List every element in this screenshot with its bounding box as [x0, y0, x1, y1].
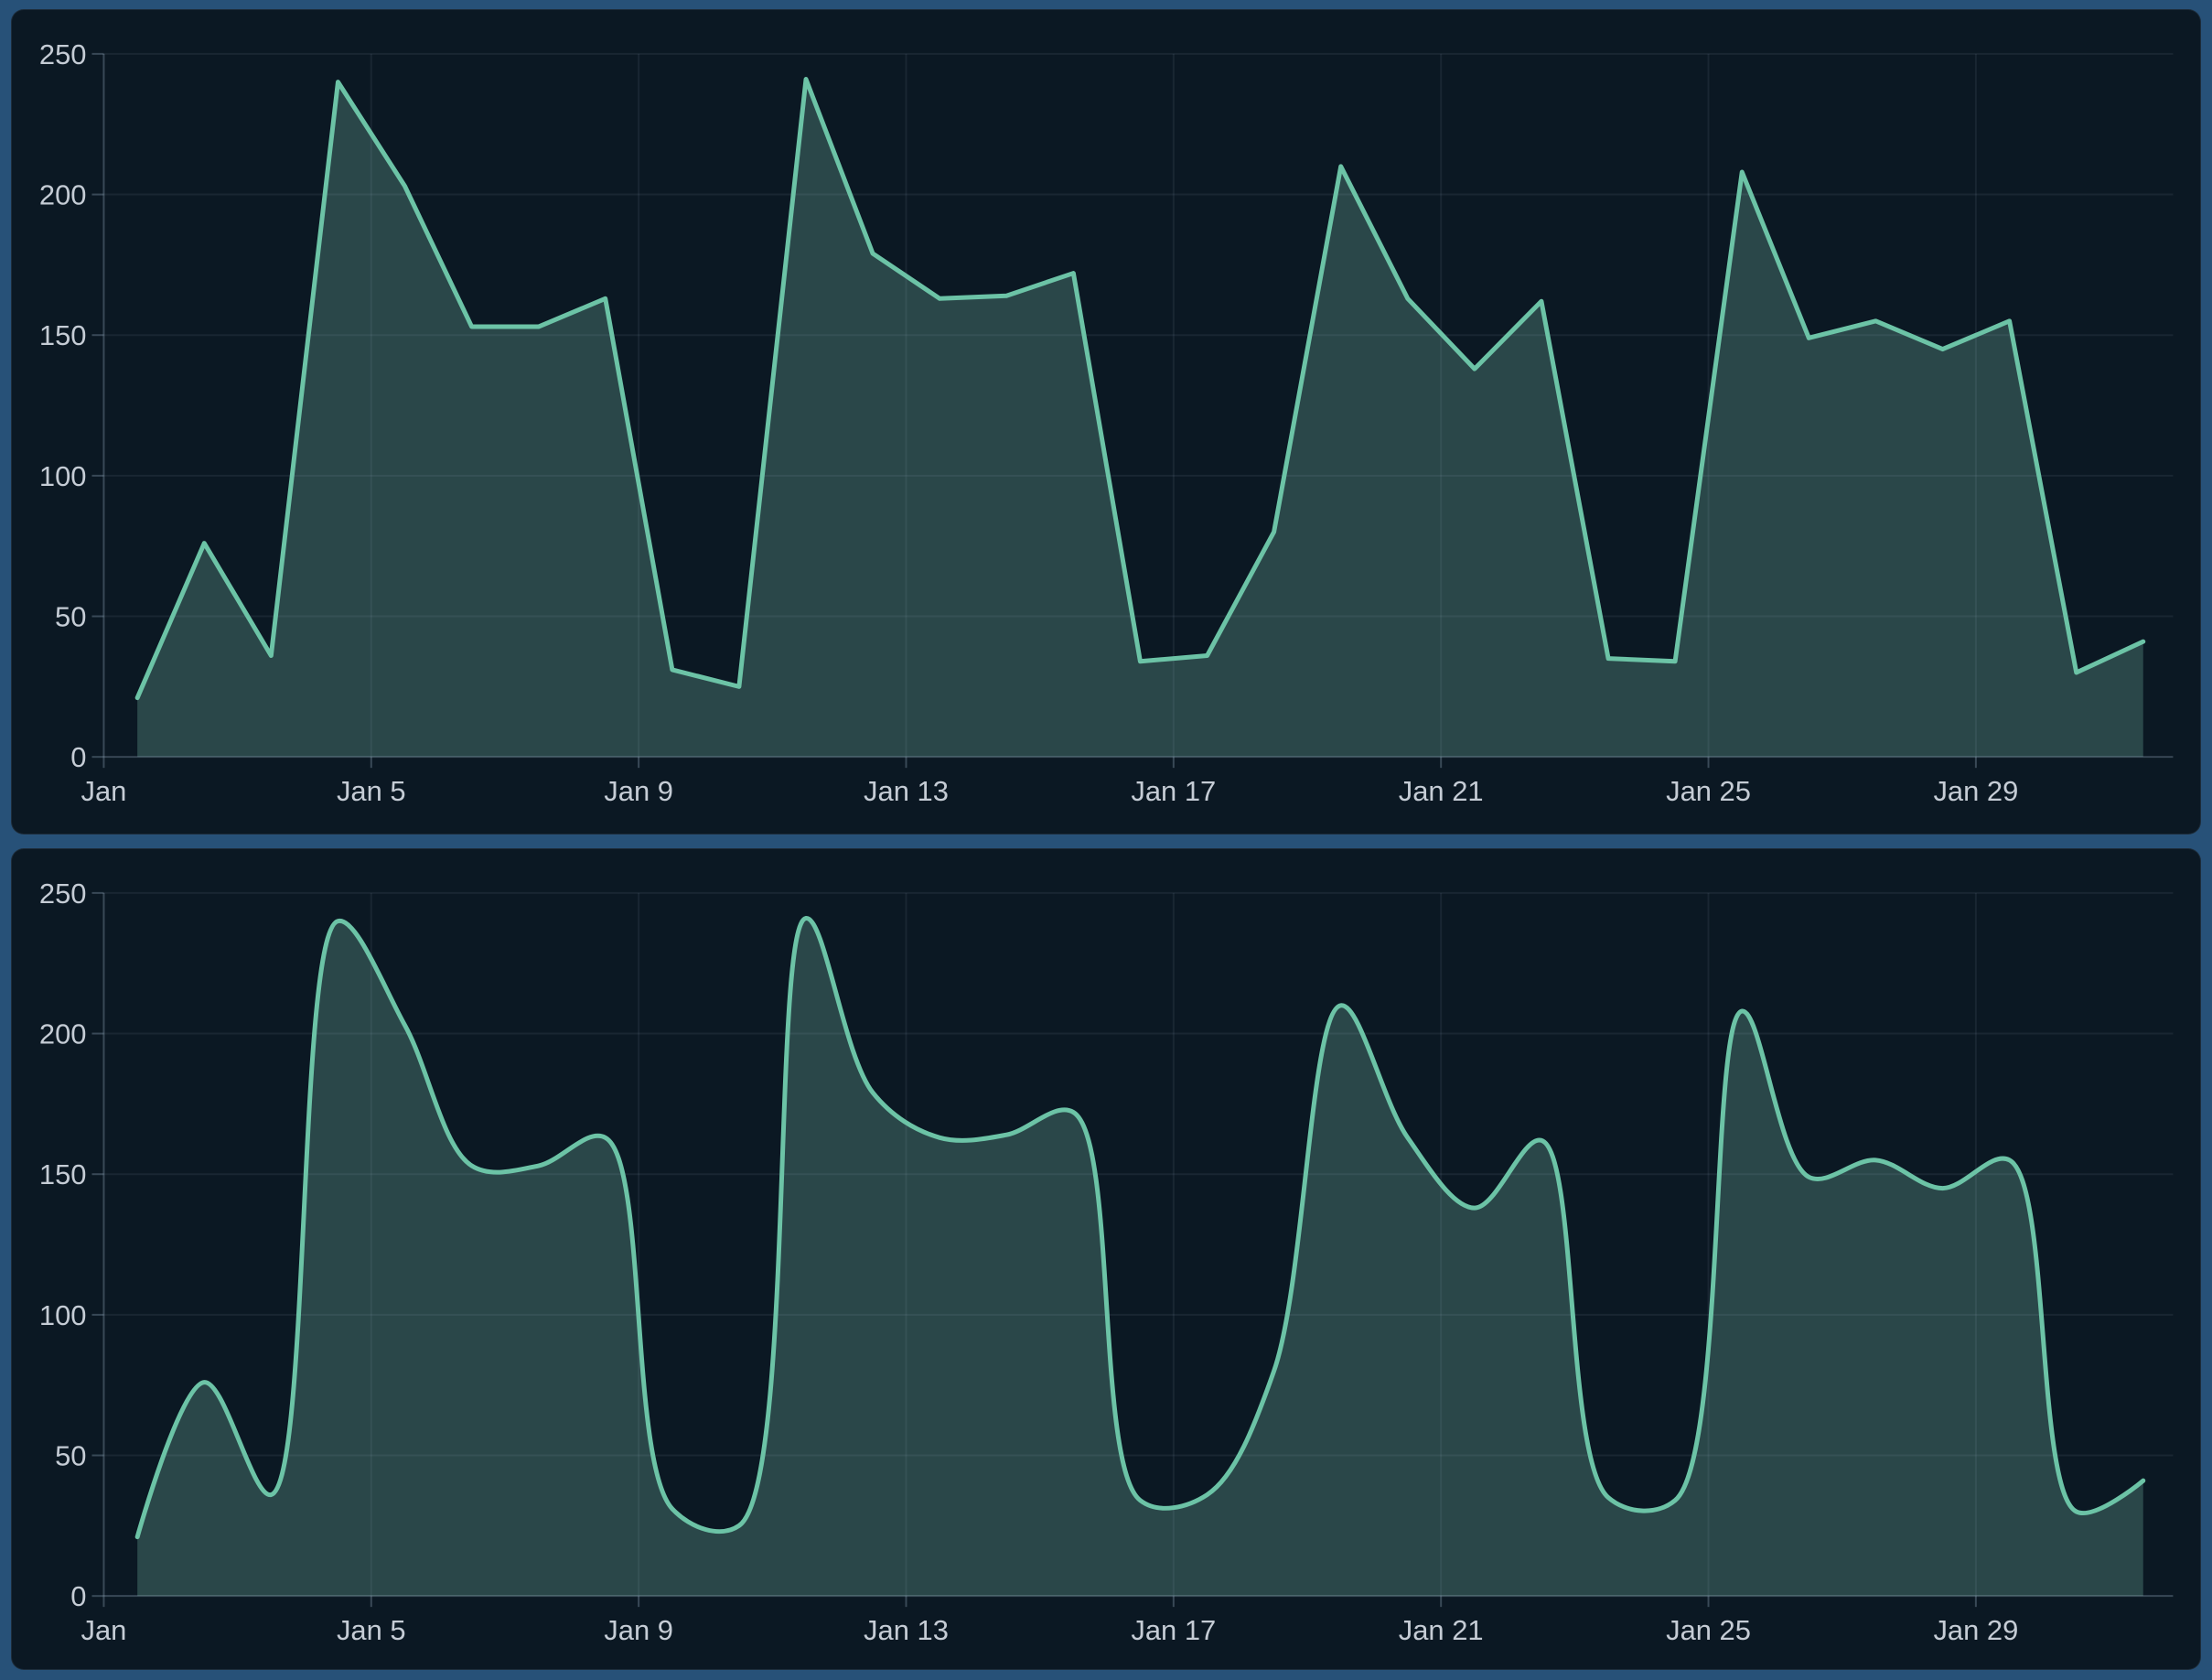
y-tick-label: 100 [39, 460, 87, 492]
area-fill [137, 918, 2143, 1597]
y-tick-label: 150 [39, 1158, 87, 1190]
chart-panel-bottom: 0 50 100 150 200 250 Jan Jan 5 Jan 9 Jan 13 Jan 17… [11, 848, 2201, 1670]
y-tick-label: 100 [39, 1299, 87, 1331]
x-tick-label: Jan 25 [1666, 775, 1751, 807]
x-tick-label: Jan 9 [604, 1614, 673, 1646]
y-tick-label: 0 [70, 1580, 86, 1612]
axes [91, 891, 2174, 1608]
y-tick-label: 0 [70, 741, 86, 773]
y-tick-label: 250 [39, 878, 87, 910]
x-tick-label: Jan 21 [1399, 1614, 1484, 1646]
series-line [134, 916, 2146, 1540]
y-tick-label: 200 [39, 1018, 87, 1050]
x-tick-label: Jan 13 [864, 1614, 949, 1646]
x-tick-label: Jan 21 [1399, 775, 1484, 807]
y-tick-label: 50 [55, 1439, 86, 1471]
x-tick-label: Jan 29 [1933, 1614, 2018, 1646]
axes [91, 52, 2174, 769]
x-tick-label: Jan 13 [864, 775, 949, 807]
y-tick-label: 250 [39, 38, 87, 70]
x-tick-label: Jan [81, 1614, 127, 1646]
area-fill [137, 79, 2143, 758]
tick-labels: 0 50 100 150 200 250 Jan Jan 5 Jan 9 Jan 13 Jan 17… [39, 38, 2018, 807]
y-tick-label: 150 [39, 319, 87, 351]
x-tick-label: Jan 9 [604, 775, 673, 807]
x-tick-label: Jan 17 [1131, 775, 1216, 807]
area-chart-linear[interactable]: 0 50 100 150 200 250 Jan Jan 5 Jan 9 Jan 13 Jan 17… [12, 10, 2200, 834]
y-tick-label: 50 [55, 601, 86, 633]
x-tick-label: Jan 5 [337, 1614, 406, 1646]
chart-panel-top: 0 50 100 150 200 250 Jan Jan 5 Jan 9 Jan 13 Jan 17… [11, 9, 2201, 835]
x-tick-label: Jan 17 [1131, 1614, 1216, 1646]
x-tick-label: Jan 25 [1666, 1614, 1751, 1646]
x-tick-label: Jan 29 [1933, 775, 2018, 807]
y-tick-label: 200 [39, 179, 87, 211]
x-tick-label: Jan 5 [337, 775, 406, 807]
tick-labels: 0 50 100 150 200 250 Jan Jan 5 Jan 9 Jan 13 Jan 17… [39, 878, 2018, 1646]
series-line [134, 77, 2146, 701]
grid [103, 891, 2174, 1597]
area-chart-smooth[interactable]: 0 50 100 150 200 250 Jan Jan 5 Jan 9 Jan 13 Jan 17… [12, 849, 2200, 1669]
x-tick-label: Jan [81, 775, 127, 807]
